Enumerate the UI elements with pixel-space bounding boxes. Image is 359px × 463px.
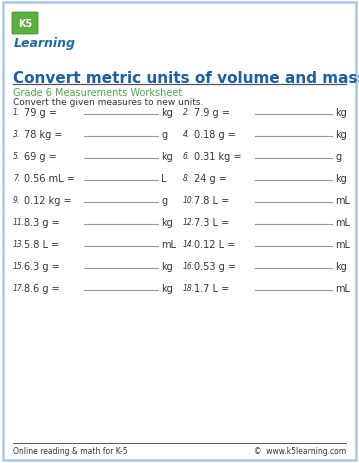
Text: 3.: 3. [13, 130, 20, 139]
Text: mL: mL [335, 283, 350, 294]
Text: 69 g =: 69 g = [24, 152, 57, 162]
Text: 8.: 8. [183, 174, 190, 182]
Text: L: L [161, 174, 167, 184]
Text: Convert metric units of volume and mass: Convert metric units of volume and mass [13, 71, 359, 86]
Text: 0.12 kg =: 0.12 kg = [24, 195, 72, 206]
Text: 18.: 18. [183, 283, 195, 292]
Text: 8.3 g =: 8.3 g = [24, 218, 60, 227]
Text: 4.: 4. [183, 130, 190, 139]
Text: 7.8 L =: 7.8 L = [194, 195, 229, 206]
Text: 12.: 12. [183, 218, 195, 226]
Text: 0.56 mL =: 0.56 mL = [24, 174, 75, 184]
Text: 7.9 g =: 7.9 g = [194, 108, 230, 118]
Text: Grade 6 Measurements Worksheet: Grade 6 Measurements Worksheet [13, 88, 182, 98]
Text: mL: mL [335, 195, 350, 206]
Text: kg: kg [335, 130, 347, 140]
Text: 8.6 g =: 8.6 g = [24, 283, 60, 294]
Text: 1.: 1. [13, 108, 20, 117]
Text: 2.: 2. [183, 108, 190, 117]
Text: 14.: 14. [183, 239, 195, 249]
Text: 0.53 g =: 0.53 g = [194, 262, 236, 271]
Text: 11.: 11. [13, 218, 25, 226]
Text: 5.8 L =: 5.8 L = [24, 239, 59, 250]
Text: g: g [335, 152, 341, 162]
Text: 24 g =: 24 g = [194, 174, 227, 184]
Text: mL: mL [335, 218, 350, 227]
Text: 0.18 g =: 0.18 g = [194, 130, 236, 140]
Text: 13.: 13. [13, 239, 25, 249]
Text: Learning: Learning [14, 37, 76, 50]
Text: kg: kg [161, 262, 173, 271]
FancyBboxPatch shape [12, 13, 38, 35]
Text: 17.: 17. [13, 283, 25, 292]
Text: 6.: 6. [183, 152, 190, 161]
Text: K5: K5 [18, 19, 32, 29]
Text: 78 kg =: 78 kg = [24, 130, 62, 140]
Text: 0.31 kg =: 0.31 kg = [194, 152, 242, 162]
Text: kg: kg [335, 262, 347, 271]
Text: 5.: 5. [13, 152, 20, 161]
Text: 7.3 L =: 7.3 L = [194, 218, 229, 227]
Text: 10.: 10. [183, 195, 195, 205]
Text: 15.: 15. [13, 262, 25, 270]
Text: kg: kg [335, 174, 347, 184]
Text: 16.: 16. [183, 262, 195, 270]
Text: g: g [161, 130, 167, 140]
Text: kg: kg [161, 283, 173, 294]
Text: 1.7 L =: 1.7 L = [194, 283, 229, 294]
FancyBboxPatch shape [3, 3, 356, 460]
Text: Convert the given measures to new units.: Convert the given measures to new units. [13, 98, 204, 107]
Text: kg: kg [161, 152, 173, 162]
Text: mL: mL [161, 239, 176, 250]
Text: g: g [161, 195, 167, 206]
Text: kg: kg [335, 108, 347, 118]
Text: ©  www.k5learning.com: © www.k5learning.com [254, 446, 346, 455]
Text: 6.3 g =: 6.3 g = [24, 262, 60, 271]
Text: Online reading & math for K-5: Online reading & math for K-5 [13, 446, 128, 455]
Text: kg: kg [161, 218, 173, 227]
Text: mL: mL [335, 239, 350, 250]
Text: 9.: 9. [13, 195, 20, 205]
Text: 7.: 7. [13, 174, 20, 182]
Text: 79 g =: 79 g = [24, 108, 57, 118]
Text: 0.12 L =: 0.12 L = [194, 239, 236, 250]
Text: kg: kg [161, 108, 173, 118]
